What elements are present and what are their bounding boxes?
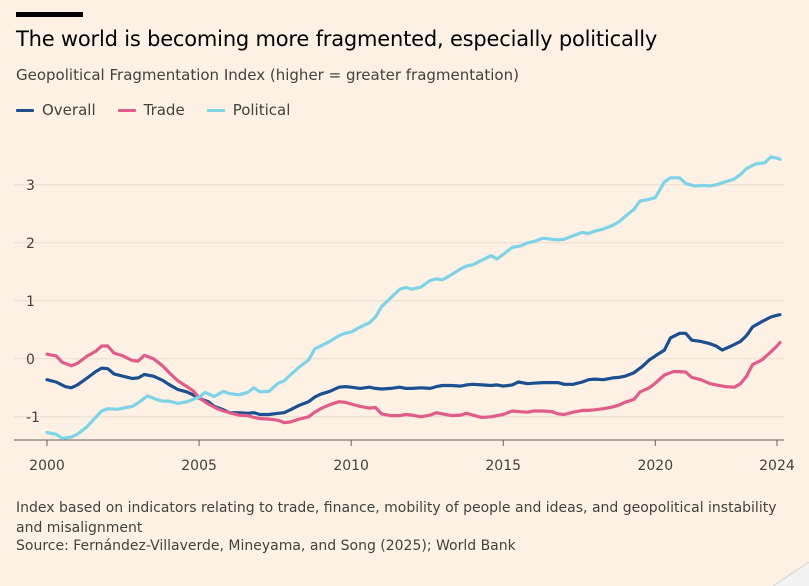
series-line-political bbox=[45, 155, 782, 440]
legend-item-overall: Overall bbox=[16, 101, 96, 119]
chart-subtitle: Geopolitical Fragmentation Index (higher… bbox=[16, 66, 519, 84]
legend-swatch-overall bbox=[16, 108, 34, 112]
x-tick-label: 2024 bbox=[759, 458, 795, 474]
legend-label-overall: Overall bbox=[42, 101, 96, 119]
series-line-trade bbox=[45, 341, 782, 425]
x-tick-label: 2005 bbox=[181, 458, 217, 474]
legend-item-political: Political bbox=[206, 101, 291, 119]
chart-title: The world is becoming more fragmented, e… bbox=[16, 27, 658, 51]
series-line-overall bbox=[45, 313, 782, 417]
y-tick-label: 2 bbox=[26, 236, 35, 252]
y-tick-label: -1 bbox=[26, 410, 40, 426]
chart-legend: Overall Trade Political bbox=[16, 101, 312, 119]
y-tick-label: 0 bbox=[26, 352, 35, 368]
legend-label-political: Political bbox=[232, 101, 291, 119]
x-tick-label: 2000 bbox=[29, 458, 65, 474]
y-tick-label: 1 bbox=[26, 294, 35, 310]
legend-label-trade: Trade bbox=[143, 101, 185, 119]
legend-item-trade: Trade bbox=[117, 101, 185, 119]
chart-note: Index based on indicators relating to tr… bbox=[16, 500, 777, 536]
legend-swatch-trade bbox=[117, 108, 136, 112]
x-tick-label: 2015 bbox=[485, 458, 521, 474]
y-tick-label: 3 bbox=[26, 178, 35, 194]
corner-fold-icon bbox=[773, 562, 809, 586]
brand-rule bbox=[16, 12, 83, 17]
x-tick-label: 2020 bbox=[637, 458, 673, 474]
x-tick-label: 2010 bbox=[333, 458, 369, 474]
legend-swatch-political bbox=[206, 108, 225, 112]
line-chart: -1 0 1 2 3 2000 2005 2010 2015 2020 2024 bbox=[14, 155, 795, 474]
chart-source: Source: Fernández-Villaverde, Mineyama, … bbox=[16, 538, 516, 554]
